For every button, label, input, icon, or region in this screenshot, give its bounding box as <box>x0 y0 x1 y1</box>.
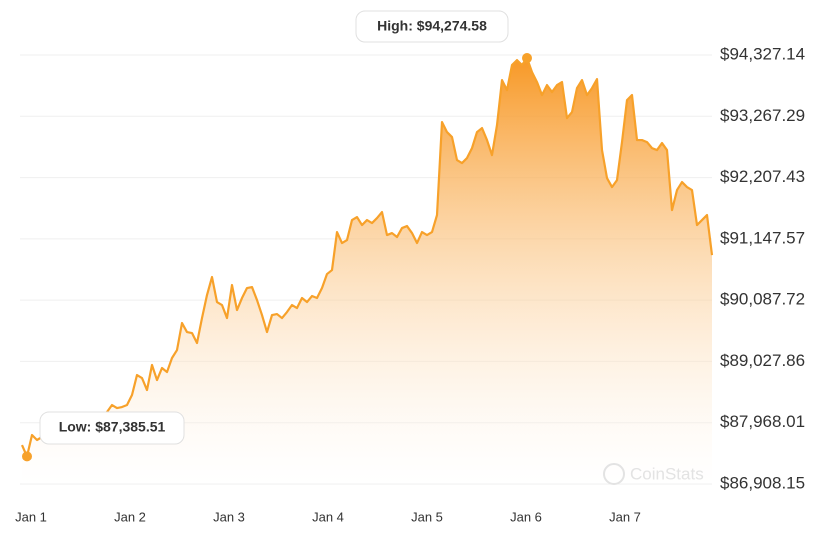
line <box>20 56 714 458</box>
low-marker <box>22 451 32 462</box>
high-marker <box>522 53 532 64</box>
x-tick-label: Jan 3 <box>213 509 245 524</box>
x-tick-label: Jan 2 <box>114 509 146 524</box>
y-tick-label: $93,267.29 <box>720 106 805 125</box>
y-tick-label: $87,968.01 <box>720 412 805 431</box>
y-tick-label: $92,207.43 <box>720 167 805 186</box>
watermark: CoinStats <box>630 464 704 483</box>
x-tick-label: Jan 1 <box>15 509 47 524</box>
y-tick-label: $90,087.72 <box>720 290 805 309</box>
high-label: High: $94,274.58 <box>377 18 487 34</box>
low-label: Low: $87,385.51 <box>59 419 166 435</box>
area <box>22 58 712 484</box>
x-tick-label: Jan 5 <box>411 509 443 524</box>
low-tooltip <box>39 411 185 445</box>
x-tick-label: Jan 6 <box>510 509 542 524</box>
watermark-logo <box>603 463 625 485</box>
y-tick-label: $94,327.14 <box>720 44 805 63</box>
y-tick-label: $91,147.57 <box>720 228 805 247</box>
y-tick-label: $86,908.15 <box>720 473 805 492</box>
high-tooltip <box>355 10 509 43</box>
y-tick-label: $89,027.86 <box>720 351 805 370</box>
x-tick-label: Jan 7 <box>609 509 641 524</box>
x-tick-label: Jan 4 <box>312 509 344 524</box>
